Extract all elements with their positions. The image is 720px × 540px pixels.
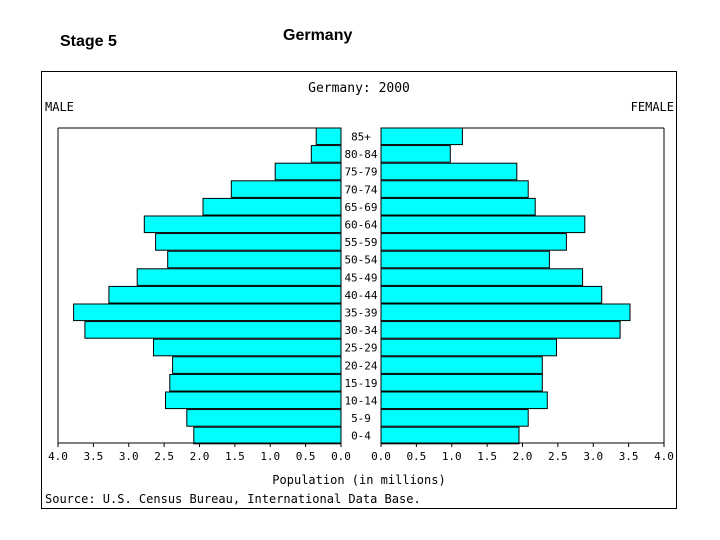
chart-title: Germany: 2000 — [308, 81, 410, 96]
age-group-label: 15-19 — [344, 377, 377, 390]
male-bar — [143, 215, 342, 234]
female-x-tick-label: 2.5 — [548, 450, 568, 463]
age-group-label: 60-64 — [344, 219, 377, 232]
male-bar — [230, 180, 342, 198]
female-x-tick-label: 0.5 — [406, 450, 426, 463]
age-group-label: 20-24 — [344, 359, 377, 372]
male-bar — [172, 356, 342, 374]
age-group-label: 50-54 — [344, 254, 377, 267]
male-bar — [310, 145, 342, 163]
male-bar — [169, 373, 342, 392]
age-group-label: 5-9 — [351, 412, 371, 425]
source-note: Source: U.S. Census Bureau, Internationa… — [45, 492, 421, 506]
female-bar — [380, 145, 451, 163]
age-group-label: 35-39 — [344, 307, 377, 320]
female-bar — [380, 250, 550, 269]
female-bar — [380, 233, 567, 251]
x-axis-label: Population (in millions) — [272, 473, 445, 487]
male-bar — [136, 268, 342, 286]
male-bar — [155, 233, 342, 251]
male-x-tick-label: 3.0 — [119, 450, 139, 463]
female-bar — [380, 162, 518, 181]
male-bar — [274, 162, 342, 181]
female-bar — [380, 426, 520, 445]
male-x-tick-label: 4.0 — [48, 450, 68, 463]
female-x-tick-label: 1.0 — [442, 450, 462, 463]
age-group-label: 75-79 — [344, 166, 377, 179]
stage-label: Stage 5 — [60, 33, 117, 50]
female-bar — [380, 197, 536, 216]
age-group-label: 40-44 — [344, 289, 377, 302]
male-bar — [73, 303, 342, 322]
male-bar — [315, 127, 342, 146]
male-bar — [186, 409, 342, 427]
female-bar — [380, 303, 631, 322]
female-bar — [380, 285, 603, 304]
male-bar — [202, 197, 342, 216]
female-bar — [380, 338, 557, 357]
age-group-label: 45-49 — [344, 271, 377, 284]
male-x-tick-label: 1.0 — [260, 450, 280, 463]
female-label: FEMALE — [631, 100, 674, 114]
male-x-tick-label: 0.5 — [296, 450, 316, 463]
female-bar — [380, 391, 548, 410]
male-x-tick-label: 0.0 — [331, 450, 351, 463]
population-pyramid-chart: Germany: 2000 MALE FEMALE 85+ 80-84 75-79 7… — [45, 81, 674, 506]
female-bar — [380, 268, 584, 286]
male-bar — [167, 250, 342, 269]
male-x-tick-label: 2.0 — [190, 450, 210, 463]
female-bar — [380, 215, 586, 234]
female-bar — [380, 180, 529, 198]
female-bar — [380, 127, 463, 146]
age-group-label: 0-4 — [351, 430, 371, 443]
age-group-label: 55-59 — [344, 236, 377, 249]
female-bar — [380, 356, 543, 374]
female-x-tick-label: 1.5 — [477, 450, 497, 463]
age-group-label: 70-74 — [344, 183, 377, 196]
male-x-tick-label: 1.5 — [225, 450, 245, 463]
chart-frame: Germany: 2000 MALE FEMALE 85+ 80-84 75-79 7… — [41, 71, 677, 509]
male-bar — [108, 285, 342, 304]
female-bar — [380, 373, 543, 392]
female-bar — [380, 321, 621, 339]
male-x-tick-label: 2.5 — [154, 450, 174, 463]
female-bar — [380, 409, 529, 427]
female-x-tick-label: 3.5 — [619, 450, 639, 463]
male-x-tick-label: 3.5 — [83, 450, 103, 463]
age-group-label: 80-84 — [344, 148, 377, 161]
age-group-label: 65-69 — [344, 201, 377, 214]
female-x-tick-label: 0.0 — [371, 450, 391, 463]
age-group-label: 85+ — [351, 131, 371, 144]
male-bar — [153, 338, 342, 357]
female-x-tick-label: 4.0 — [654, 450, 674, 463]
age-group-label: 25-29 — [344, 342, 377, 355]
age-group-label: 10-14 — [344, 395, 377, 408]
female-x-tick-label: 2.0 — [513, 450, 533, 463]
male-label: MALE — [45, 100, 74, 114]
female-x-tick-label: 3.0 — [583, 450, 603, 463]
age-group-label: 30-34 — [344, 324, 377, 337]
slide-title: Germany — [283, 27, 353, 44]
male-bar — [193, 426, 342, 445]
male-bar — [165, 391, 342, 410]
male-bar — [84, 321, 342, 339]
